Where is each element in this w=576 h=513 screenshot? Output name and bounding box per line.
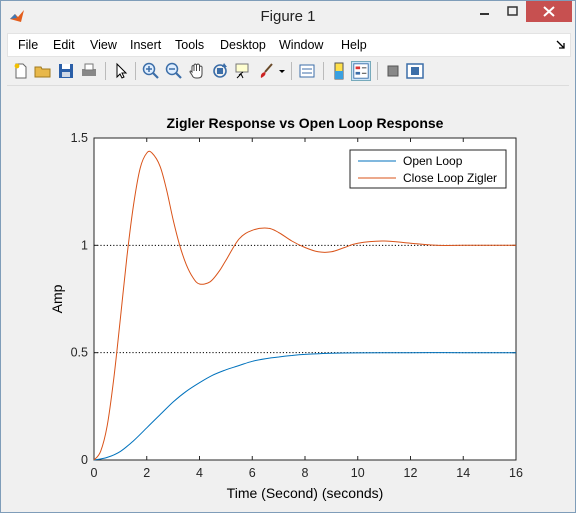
y-tick-label: 1 <box>81 238 88 252</box>
open-icon[interactable] <box>33 61 53 81</box>
menu-edit[interactable]: Edit <box>53 38 75 52</box>
x-tick-label: 16 <box>509 466 523 480</box>
new-figure-icon[interactable] <box>11 61 31 81</box>
minimize-icon <box>480 13 489 15</box>
chart-title: Zigler Response vs Open Loop Response <box>167 115 444 131</box>
open-loop-line <box>93 352 516 461</box>
menu-bar: File Edit View Insert Tools Desktop Wind… <box>7 33 571 57</box>
axes-box[interactable] <box>93 137 517 461</box>
menu-tools[interactable]: Tools <box>175 38 205 52</box>
legend-box <box>349 149 507 189</box>
link-plot-icon[interactable] <box>297 61 317 81</box>
maximize-button[interactable] <box>499 1 528 22</box>
y-tick-label: 1.5 <box>71 131 88 145</box>
menu-window[interactable]: Window <box>279 38 324 52</box>
show-plot-tools-icon[interactable] <box>405 61 425 81</box>
pointer-icon[interactable] <box>111 61 131 81</box>
x-tick-label: 14 <box>456 466 470 480</box>
rotate-icon[interactable] <box>210 61 230 81</box>
menu-insert[interactable]: Insert <box>130 38 162 52</box>
close-icon <box>543 6 555 17</box>
menu-help[interactable]: Help <box>341 38 367 52</box>
toolbar-separator <box>377 62 378 80</box>
y-tick-label: 0.5 <box>71 346 88 360</box>
hide-plot-tools-icon[interactable] <box>383 61 403 81</box>
zoom-out-icon[interactable] <box>164 61 184 81</box>
x-tick-label: 4 <box>196 466 203 480</box>
toolbar-separator <box>135 62 136 80</box>
x-axis-label: Time (Second) (seconds) <box>227 485 384 501</box>
dock-arrow-icon[interactable] <box>556 40 566 50</box>
maximize-icon <box>507 6 518 16</box>
plot-canvas[interactable]: Zigler Response vs Open Loop Response Ti… <box>7 87 569 507</box>
legend-label: Close Loop Zigler <box>403 171 497 185</box>
data-cursor-icon[interactable] <box>233 61 253 81</box>
figure-toolbar <box>7 57 569 86</box>
minimize-button[interactable] <box>470 1 499 22</box>
toolbar-separator <box>323 62 324 80</box>
pan-icon[interactable] <box>187 61 207 81</box>
y-axis-label: Amp <box>49 284 65 313</box>
menu-file[interactable]: File <box>18 38 39 52</box>
zoom-in-icon[interactable] <box>141 61 161 81</box>
x-tick-label: 6 <box>249 466 256 480</box>
toolbar-separator <box>291 62 292 80</box>
figure-area: Zigler Response vs Open Loop Response Ti… <box>7 87 569 507</box>
x-tick-label: 10 <box>351 466 365 480</box>
title-bar[interactable]: Figure 1 <box>1 1 575 31</box>
y-tick-label: 0 <box>81 453 88 467</box>
save-icon[interactable] <box>56 61 76 81</box>
close-loop-zigler-line <box>93 150 516 461</box>
brush-dropdown-icon[interactable] <box>277 61 287 81</box>
window-title: Figure 1 <box>260 8 316 25</box>
brush-icon[interactable] <box>257 61 277 81</box>
legend-icon[interactable] <box>351 61 371 81</box>
legend[interactable]: Open Loop Close Loop Zigler <box>349 149 507 189</box>
x-tick-label: 12 <box>404 466 418 480</box>
toolbar-separator <box>105 62 106 80</box>
matlab-logo-icon <box>10 10 24 22</box>
x-tick-label: 8 <box>302 466 309 480</box>
menu-view[interactable]: View <box>90 38 117 52</box>
colorbar-icon[interactable] <box>329 61 349 81</box>
x-tick-label: 0 <box>91 466 98 480</box>
print-icon[interactable] <box>79 61 99 81</box>
menu-desktop[interactable]: Desktop <box>220 38 266 52</box>
legend-label: Open Loop <box>403 154 463 168</box>
close-button[interactable] <box>526 1 572 22</box>
x-tick-label: 2 <box>143 466 150 480</box>
